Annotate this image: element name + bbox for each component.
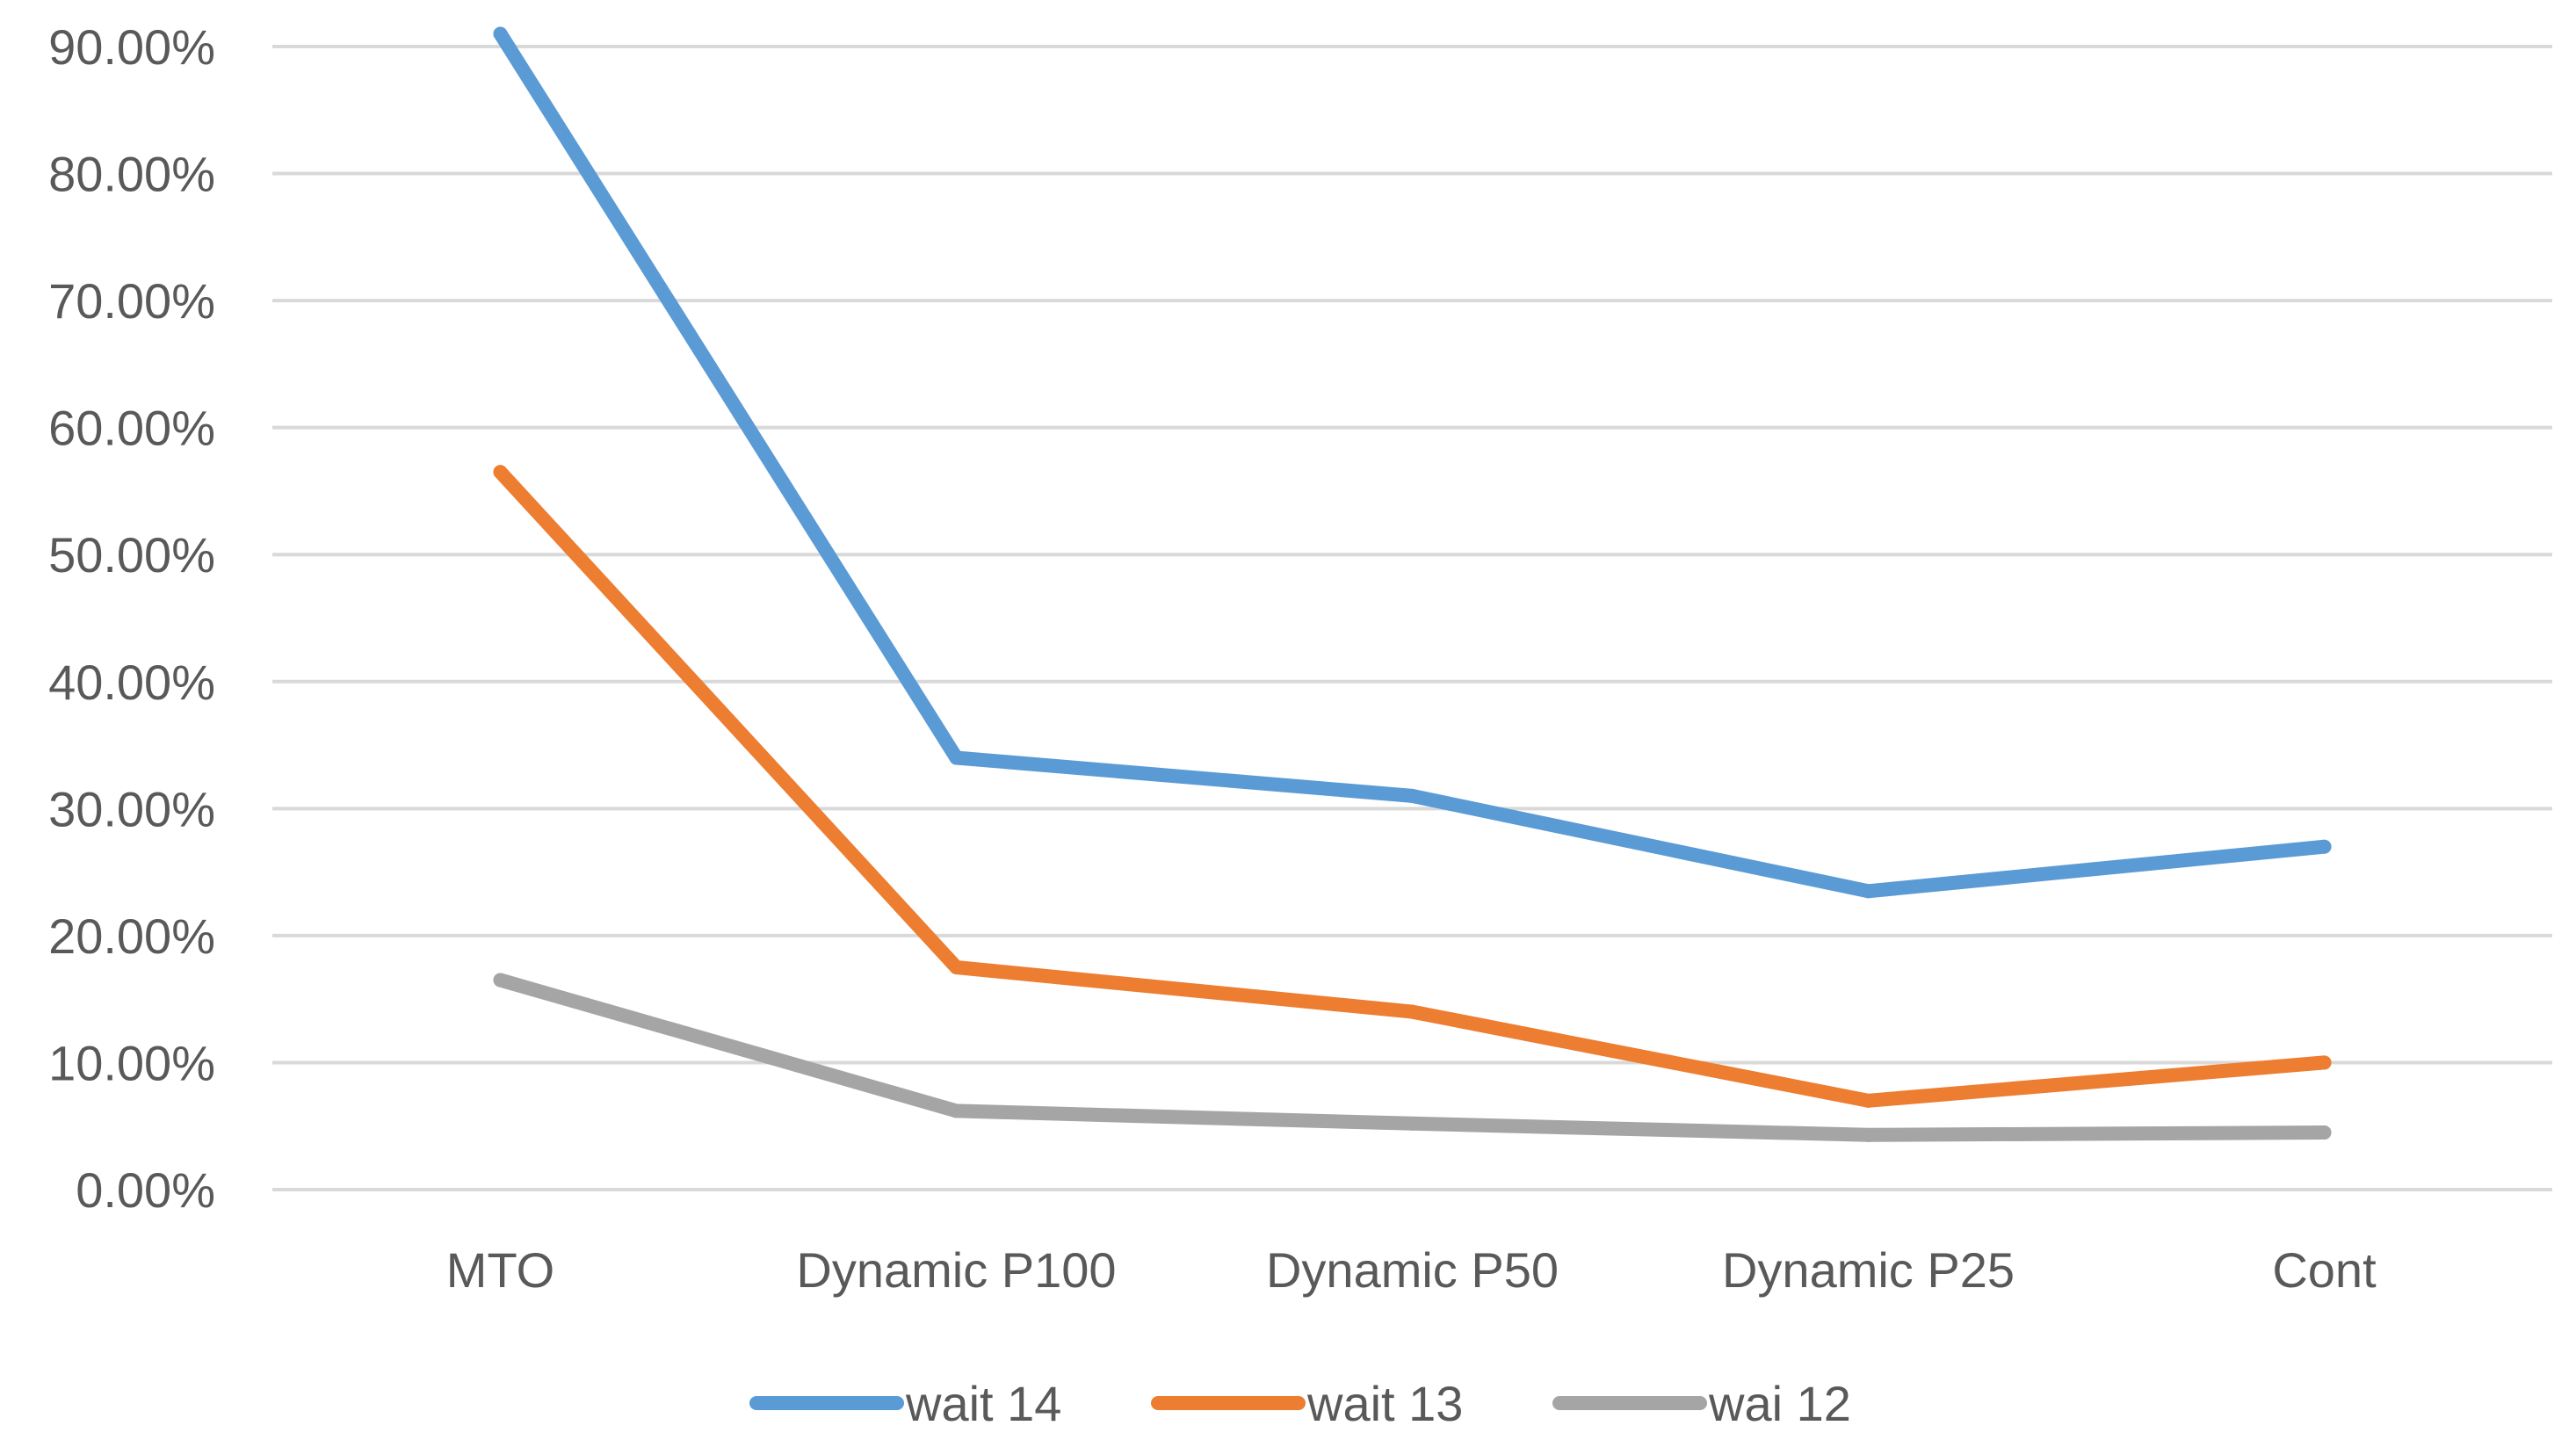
data-point	[493, 973, 508, 988]
y-tick-label: 50.00%	[48, 527, 215, 583]
y-tick-label: 20.00%	[48, 908, 215, 964]
y-tick-label: 0.00%	[76, 1162, 215, 1218]
legend-label: wait 13	[1306, 1376, 1463, 1431]
data-point	[1405, 788, 1420, 803]
data-point	[2317, 1125, 2332, 1140]
data-point	[493, 26, 508, 41]
gridlines	[272, 45, 2552, 1191]
data-point	[1861, 1127, 1876, 1142]
data-point	[1861, 1093, 1876, 1108]
data-point	[1405, 1116, 1420, 1131]
x-tick-label: Dynamic P25	[1722, 1242, 2015, 1298]
x-tick-label: Dynamic P100	[796, 1242, 1116, 1298]
data-point	[2317, 839, 2332, 854]
data-point	[949, 960, 964, 975]
y-tick-label: 70.00%	[48, 273, 215, 329]
legend-label: wai 12	[1708, 1376, 1851, 1431]
y-tick-label: 60.00%	[48, 401, 215, 456]
y-axis-tick-labels: 0.00% 10.00% 20.00% 30.00% 40.00% 50.00% 60.00…	[48, 19, 215, 1218]
legend-label: wait 14	[905, 1376, 1061, 1431]
y-tick-label: 80.00%	[48, 147, 215, 202]
data-point	[1405, 1004, 1420, 1019]
y-tick-label: 40.00%	[48, 655, 215, 710]
series-line-wai-12	[493, 973, 2332, 1142]
x-tick-label: Cont	[2272, 1242, 2377, 1298]
data-point	[949, 1104, 964, 1118]
data-point	[949, 750, 964, 765]
x-tick-label: Dynamic P50	[1266, 1242, 1559, 1298]
series-lines	[493, 26, 2332, 1142]
legend: wait 14 wait 13 wai 12	[749, 1376, 1851, 1431]
x-tick-label: MTO	[446, 1242, 554, 1298]
y-tick-label: 10.00%	[48, 1035, 215, 1090]
y-tick-label: 90.00%	[48, 19, 215, 75]
x-axis-tick-labels: MTO Dynamic P100 Dynamic P50 Dynamic P25 Con…	[446, 1242, 2377, 1298]
y-tick-label: 30.00%	[48, 781, 215, 836]
data-point	[1861, 884, 1876, 899]
data-point	[493, 465, 508, 480]
data-point	[2317, 1055, 2332, 1070]
